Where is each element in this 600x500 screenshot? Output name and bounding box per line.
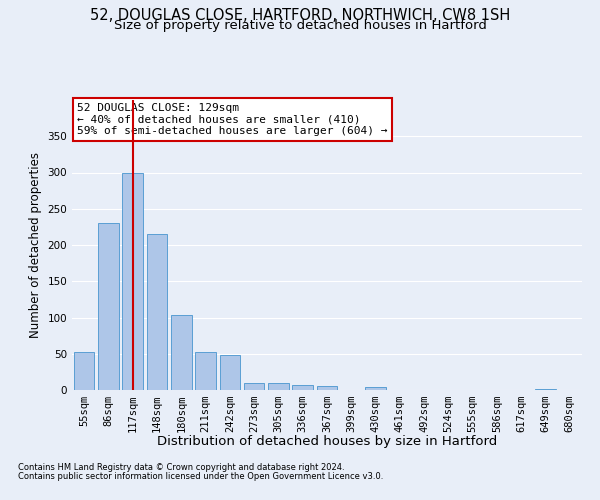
Bar xyxy=(98,222,119,390)
Bar xyxy=(122,172,143,390)
Text: Contains HM Land Registry data © Crown copyright and database right 2024.: Contains HM Land Registry data © Crown c… xyxy=(18,464,344,472)
Bar xyxy=(220,355,240,390)
Text: Distribution of detached houses by size in Hartford: Distribution of detached houses by size … xyxy=(157,435,497,448)
Bar xyxy=(292,385,313,390)
Text: Contains public sector information licensed under the Open Government Licence v3: Contains public sector information licen… xyxy=(18,472,383,481)
Bar xyxy=(171,314,191,390)
Text: 52, DOUGLAS CLOSE, HARTFORD, NORTHWICH, CW8 1SH: 52, DOUGLAS CLOSE, HARTFORD, NORTHWICH, … xyxy=(90,8,510,22)
Bar xyxy=(317,386,337,390)
Y-axis label: Number of detached properties: Number of detached properties xyxy=(29,152,42,338)
Bar xyxy=(146,234,167,390)
Bar xyxy=(268,383,289,390)
Bar xyxy=(74,352,94,390)
Bar xyxy=(244,383,265,390)
Text: 52 DOUGLAS CLOSE: 129sqm
← 40% of detached houses are smaller (410)
59% of semi-: 52 DOUGLAS CLOSE: 129sqm ← 40% of detach… xyxy=(77,103,388,136)
Bar xyxy=(535,388,556,390)
Bar xyxy=(365,387,386,390)
Bar xyxy=(195,352,216,390)
Text: Size of property relative to detached houses in Hartford: Size of property relative to detached ho… xyxy=(113,19,487,32)
